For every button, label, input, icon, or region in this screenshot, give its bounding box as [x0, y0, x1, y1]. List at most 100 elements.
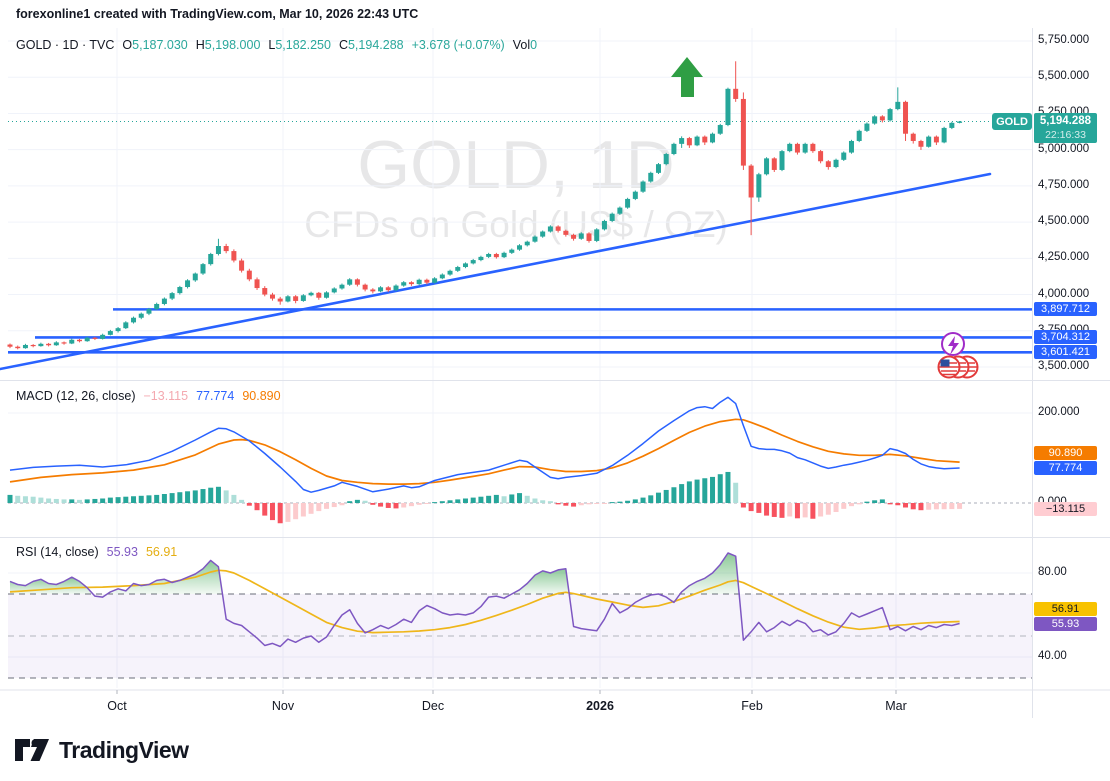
macd-histogram-bar	[69, 499, 75, 503]
macd-histogram-bar	[169, 493, 175, 503]
macd-histogram-bar	[679, 484, 685, 503]
macd-histogram-bar	[354, 499, 360, 503]
macd-histogram-bar	[208, 487, 214, 503]
macd-histogram-bar	[895, 503, 901, 506]
macd-histogram-bar	[61, 499, 67, 503]
macd-histogram-bar	[818, 503, 824, 517]
macd-hist-badge: −13.115	[1034, 501, 1097, 516]
rsi-ma-value: 56.91	[145, 545, 178, 559]
macd-legend[interactable]: MACD (12, 26, close) −13.115 77.774 90.8…	[16, 389, 281, 403]
macd-line-value: 77.774	[196, 389, 235, 403]
bar-countdown: 22:16:33	[1045, 128, 1086, 141]
symbol-title[interactable]: GOLD · 1D · TVC	[16, 38, 115, 52]
macd-histogram-bar	[918, 503, 924, 511]
macd-histogram-bar	[215, 486, 221, 503]
macd-histogram-bar	[347, 501, 353, 503]
macd-histogram-bar	[269, 503, 275, 521]
macd-histogram-bar	[131, 496, 137, 503]
macd-histogram-bar	[455, 499, 461, 503]
macd-histogram-bar	[609, 502, 615, 504]
macd-histogram-bar	[339, 503, 345, 506]
macd-histogram-bar	[632, 499, 638, 503]
attribution-text: forexonline1 created with TradingView.co…	[16, 7, 419, 21]
macd-histogram-bar	[532, 498, 538, 503]
macd-histogram-bar	[285, 503, 291, 522]
volume: Vol0	[512, 38, 538, 52]
tradingview-logo-icon	[15, 739, 49, 761]
us-flags-icon[interactable]	[937, 355, 979, 379]
ohlc-low: L5,182.250	[268, 38, 331, 52]
last-price-value: 5,194.288	[1039, 115, 1092, 128]
macd-histogram-bar	[779, 503, 785, 518]
macd-histogram-bar	[563, 503, 569, 506]
macd-histogram-bar	[115, 497, 121, 503]
up-arrow-annotation[interactable]	[671, 57, 703, 97]
macd-histogram-bar	[501, 496, 507, 503]
price-legend[interactable]: GOLD · 1D · TVC O5,187.030 H5,198.000 L5…	[16, 38, 537, 52]
ohlc-open: O5,187.030	[122, 38, 188, 52]
time-axis-label[interactable]: Feb	[741, 699, 763, 713]
macd-histogram-bar	[408, 503, 414, 507]
macd-histogram-bar	[53, 498, 59, 503]
time-axis-label[interactable]: Dec	[421, 699, 445, 713]
macd-histogram-bar	[794, 503, 800, 519]
price-level-badge: 3,897.712	[1034, 302, 1097, 317]
macd-histogram-bar	[254, 503, 260, 511]
macd-histogram-bar	[15, 495, 21, 503]
macd-histogram-bar	[648, 495, 654, 503]
panel-separators	[0, 28, 1110, 718]
macd-histogram-bar	[239, 499, 245, 503]
ohlc-close: C5,194.288	[338, 38, 404, 52]
macd-histogram-bar	[316, 503, 322, 512]
macd-histogram-bar	[107, 497, 113, 503]
flag-coin-front	[937, 355, 961, 379]
macd-histogram-bar	[362, 500, 368, 503]
macd-histogram-bar	[617, 501, 623, 503]
chart-annotations[interactable]	[671, 57, 979, 379]
time-axis-label[interactable]: Nov	[271, 699, 295, 713]
rsi-band	[8, 593, 1032, 679]
macd-axis-label: 200.000	[1038, 406, 1080, 418]
ohlc-high: H5,198.000	[195, 38, 261, 52]
macd-histogram-bar	[308, 503, 314, 514]
macd-histogram-bar	[810, 503, 816, 519]
macd-histogram-bar	[177, 492, 183, 503]
macd-histogram-bar	[30, 496, 36, 503]
macd-title[interactable]: MACD (12, 26, close)	[16, 389, 136, 403]
macd-histogram-bar	[439, 501, 445, 503]
time-axis-label[interactable]: Oct	[107, 699, 127, 713]
macd-histogram-bar	[748, 503, 754, 512]
price-level-badge: 3,601.421	[1034, 345, 1097, 360]
macd-histogram-bar	[393, 503, 399, 509]
macd-histogram-bar	[578, 503, 584, 506]
price-axis-label: 4,750.000	[1038, 178, 1090, 191]
price-change: +3.678 (+0.07%)	[411, 38, 505, 52]
macd-histogram-bar	[447, 500, 453, 503]
lightning-icon[interactable]	[941, 332, 965, 356]
price-axis-label: 4,000.000	[1038, 287, 1090, 300]
macd-histogram-bar	[331, 503, 337, 508]
macd-histogram-bar	[300, 503, 306, 517]
symbol-price-label: GOLD	[992, 113, 1032, 131]
macd-histogram-bar	[223, 490, 229, 503]
macd-line-badge: 77.774	[1034, 461, 1097, 475]
macd-histogram-bar	[710, 476, 716, 503]
price-axis-label: 4,500.000	[1038, 215, 1090, 228]
rsi-legend[interactable]: RSI (14, close) 55.93 56.91	[16, 545, 177, 559]
macd-histogram-bar	[864, 501, 870, 503]
macd-histogram-bar	[594, 503, 600, 504]
rsi-title[interactable]: RSI (14, close)	[16, 545, 99, 559]
time-axis-label[interactable]: Mar	[885, 699, 907, 713]
macd-histogram-bar	[540, 500, 546, 503]
time-axis-label[interactable]: 2026	[586, 699, 614, 713]
macd-histogram-bar	[887, 503, 893, 505]
macd-histogram-bar	[401, 503, 407, 508]
macd-histogram-bar	[694, 479, 700, 503]
macd-histogram-bar	[100, 498, 106, 503]
price-axis-label: 5,500.000	[1038, 70, 1090, 83]
macd-histogram-bar	[655, 492, 661, 503]
macd-histogram-bar	[424, 503, 430, 504]
macd-histogram-bar	[370, 503, 376, 505]
